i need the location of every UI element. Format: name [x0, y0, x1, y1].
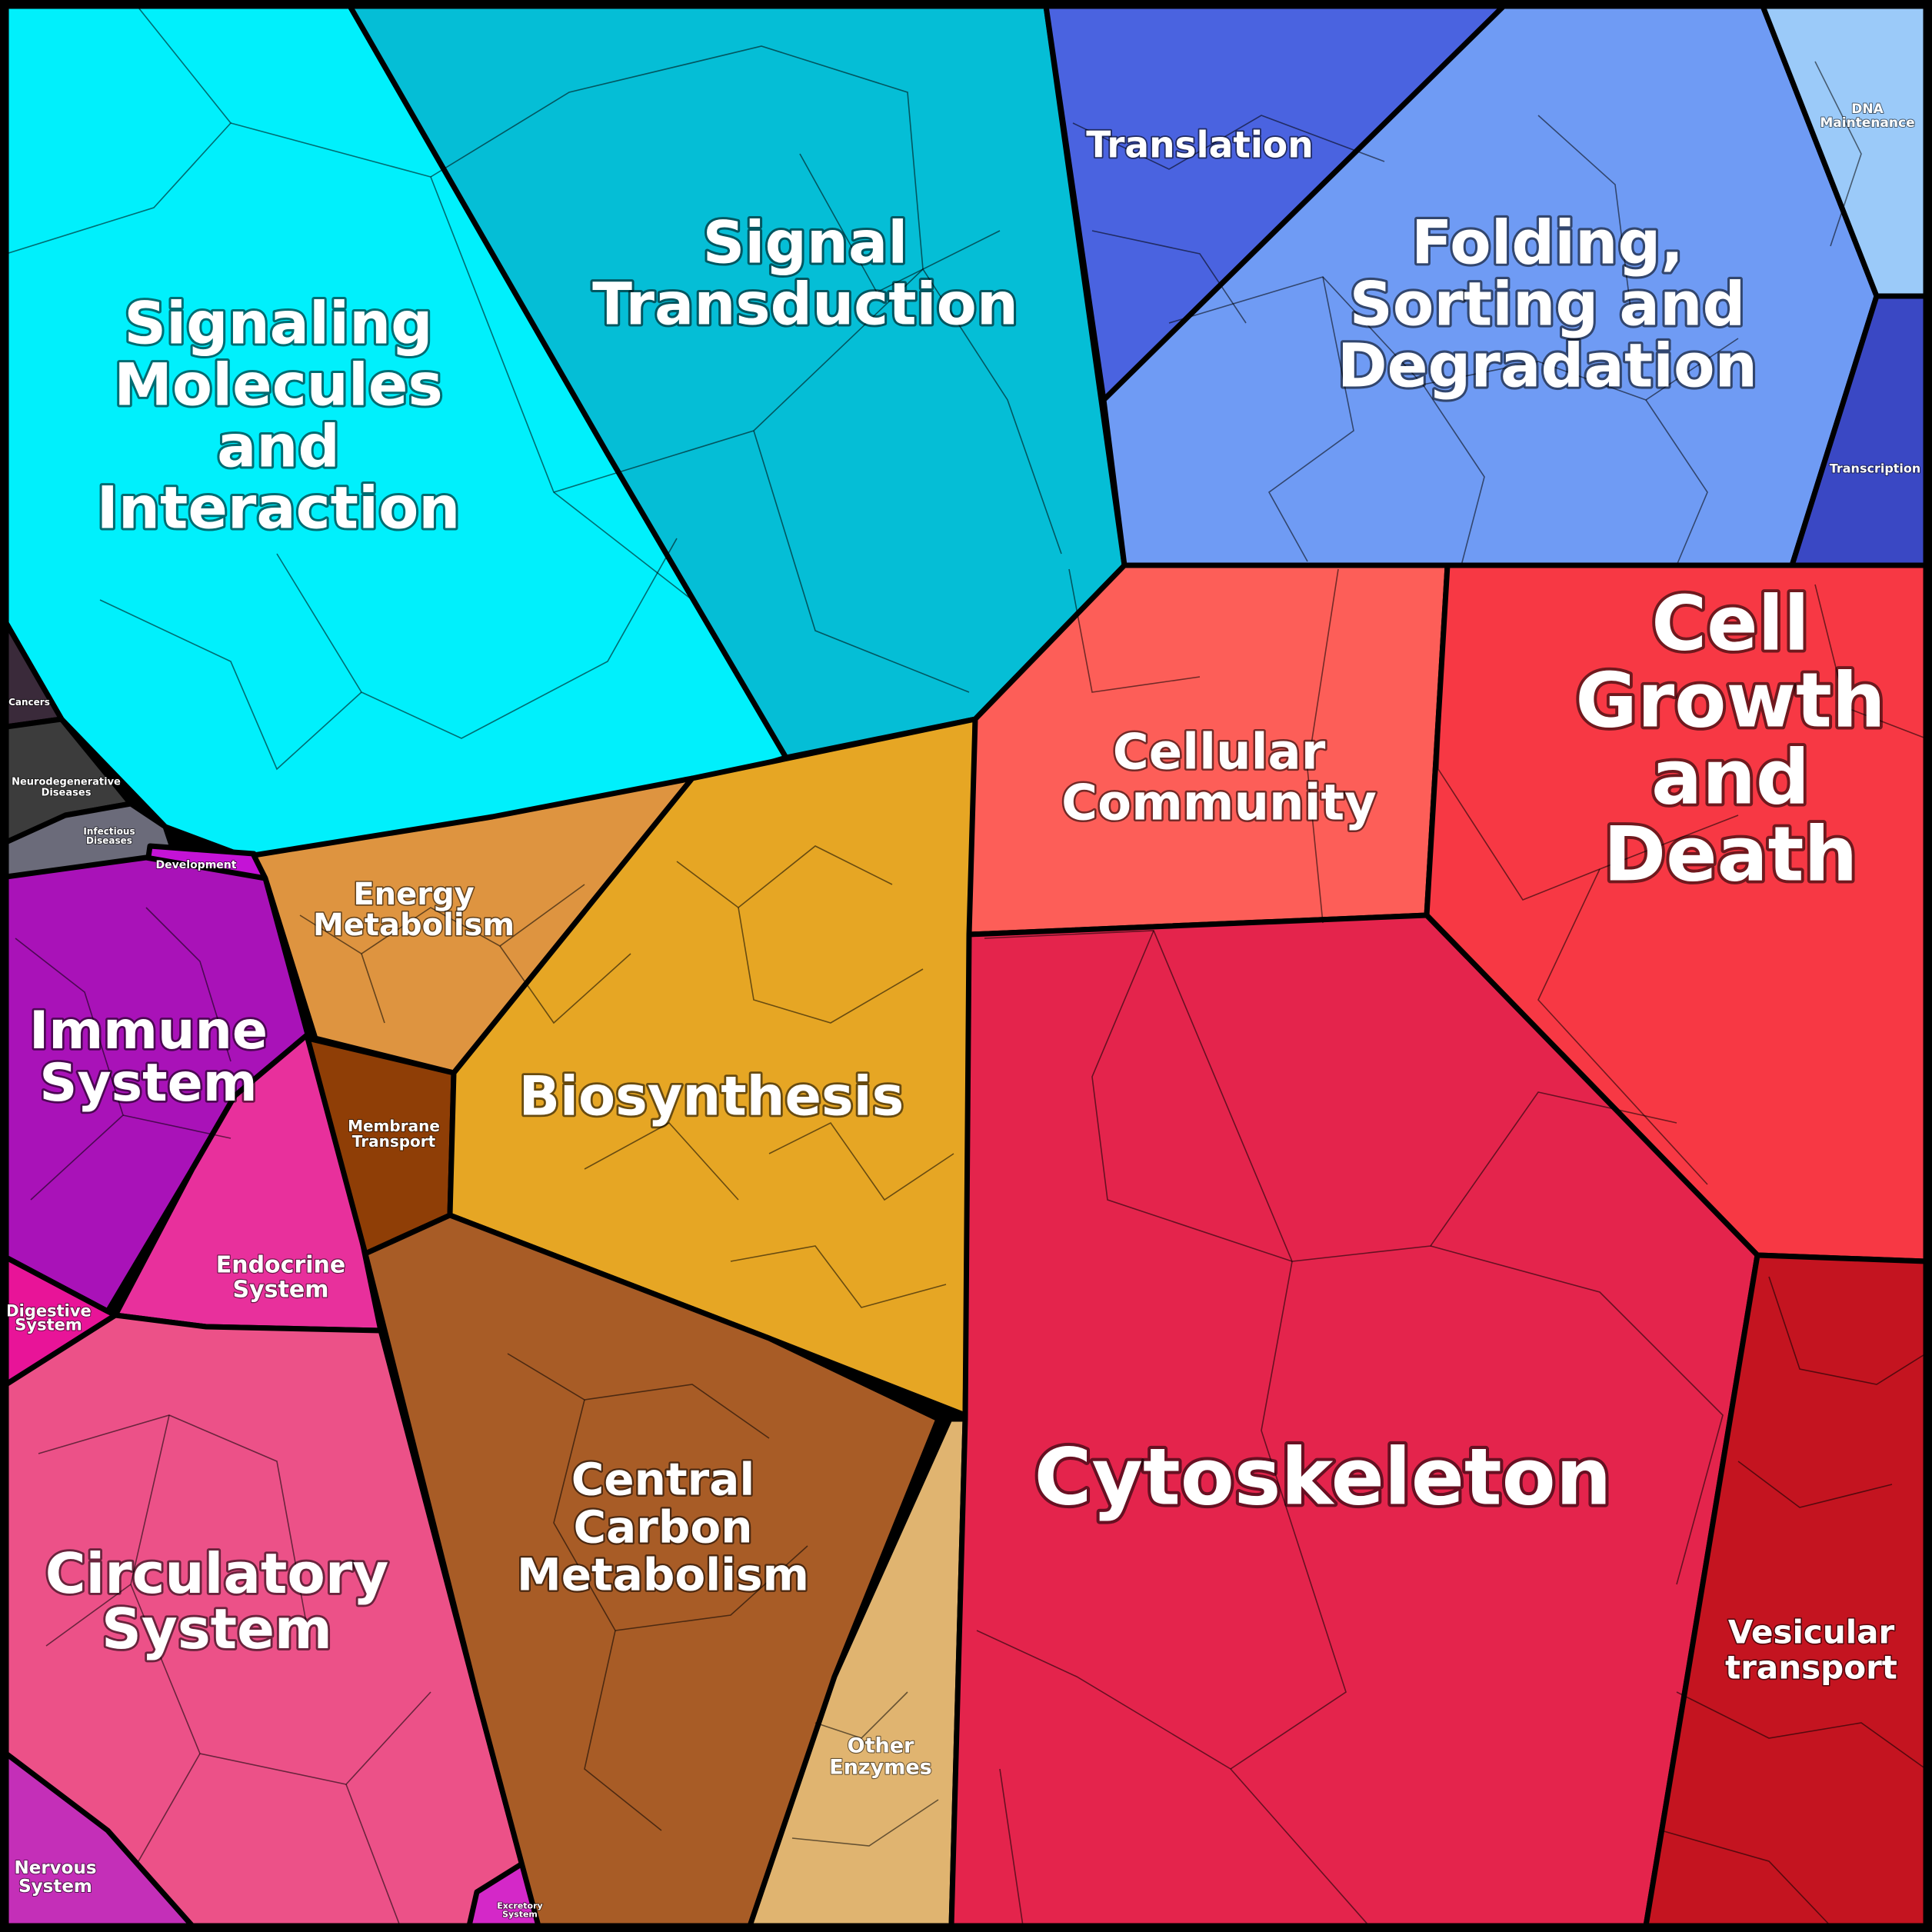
label-vesicular: Vesicular transport — [1725, 1614, 1897, 1687]
subcell-boundary — [122, 1114, 232, 1139]
label-transcription: Transcription — [1830, 461, 1921, 476]
subcell-boundary — [1091, 230, 1247, 324]
subcell-boundary — [1230, 1261, 1347, 1770]
label-signaling: Signaling Molecules and Interaction — [97, 289, 461, 542]
subcell-boundary — [38, 1414, 308, 1631]
subcell-boundary — [276, 538, 678, 739]
subcell-boundary — [1676, 1691, 1927, 1770]
subcell-boundary — [1307, 568, 1339, 924]
label-cancers: Cancers — [8, 697, 50, 708]
label-signal-transduction: Signal Transduction — [592, 208, 1018, 338]
subcell-boundary — [430, 45, 924, 270]
subcell-boundary — [1661, 1830, 1831, 1927]
subcell-boundary — [361, 953, 385, 1024]
subcell-boundary — [1768, 1276, 1927, 1385]
label-circulatory: Circulatory System — [45, 1541, 389, 1661]
subcell-boundary — [676, 845, 893, 909]
subcell-boundary — [1168, 276, 1739, 401]
subcell-boundary — [499, 945, 631, 1024]
subcell-boundary — [130, 1584, 431, 1785]
subcell-boundary — [1267, 276, 1354, 562]
label-nervous: Nervous System — [14, 1858, 96, 1897]
subcell-boundary — [1068, 568, 1201, 693]
subcell-boundary — [1645, 399, 1708, 566]
label-folding: Folding, Sorting and Degradation — [1337, 208, 1757, 401]
subcell-boundary — [230, 122, 693, 601]
subcell-boundary — [1430, 1245, 1724, 1585]
subcell-boundary — [1422, 384, 1485, 566]
label-energy: Energy Metabolism — [313, 877, 515, 943]
subcell-boundary — [99, 599, 362, 771]
subcell-boundary — [584, 1630, 662, 1831]
label-cell-growth: Cell Growth and Death — [1575, 580, 1885, 898]
subcell-boundary — [1437, 568, 1739, 901]
subcell-boundary — [984, 930, 1677, 1262]
subcell-boundary — [730, 1245, 947, 1308]
subcell-boundary — [345, 1784, 401, 1927]
subcell-boundary — [584, 1121, 739, 1201]
subcell-boundary — [1814, 61, 1862, 247]
label-dna-maintenance: DNA Maintenance — [1820, 102, 1914, 131]
subcell-boundary — [768, 1121, 954, 1201]
subcell-boundary — [738, 907, 924, 1024]
subcell-boundary — [1072, 115, 1385, 170]
subcell-boundary — [814, 1691, 908, 1739]
subcell-boundary — [1814, 584, 1927, 739]
subcell-boundary — [1737, 1461, 1893, 1508]
label-other-enzymes: Other Enzymes — [829, 1734, 932, 1779]
subcell-boundary — [791, 1799, 939, 1847]
label-immune: Immune System — [29, 1001, 268, 1114]
subcell-boundary — [5, 7, 232, 255]
subcell-boundary — [145, 907, 232, 1062]
label-digestive: Digestive System — [5, 1301, 92, 1334]
label-membrane: Membrane Transport — [348, 1117, 440, 1151]
subcell-boundary — [15, 938, 124, 1201]
subcell-boundary — [299, 884, 585, 954]
label-endocrine: Endocrine System — [216, 1252, 346, 1304]
subcell-boundary — [507, 1353, 770, 1439]
subcell-boundary — [1537, 868, 1708, 1185]
label-neurodegenerative: Neurodegenerative Diseases — [12, 777, 121, 799]
subcell-boundary — [138, 1753, 201, 1862]
subcell-boundary — [1537, 115, 1631, 308]
label-biosynthesis: Biosynthesis — [519, 1065, 904, 1128]
label-infectious: Infectious Diseases — [83, 826, 135, 846]
subcell-boundary — [999, 1768, 1024, 1927]
subcell-boundary — [976, 1630, 1370, 1927]
label-cellular-community: Cellular Community — [1061, 724, 1377, 831]
label-cytoskeleton: Cytoskeleton — [1034, 1432, 1612, 1524]
label-excretory: Excretory System — [497, 1900, 542, 1919]
label-development: Development — [156, 859, 237, 871]
subcell-boundary — [1091, 930, 1293, 1262]
subcell-boundary — [753, 430, 970, 693]
label-translation: Translation — [1086, 124, 1313, 166]
label-central-carbon: Central Carbon Metabolism — [517, 1453, 809, 1601]
subcell-boundary — [799, 153, 1001, 294]
